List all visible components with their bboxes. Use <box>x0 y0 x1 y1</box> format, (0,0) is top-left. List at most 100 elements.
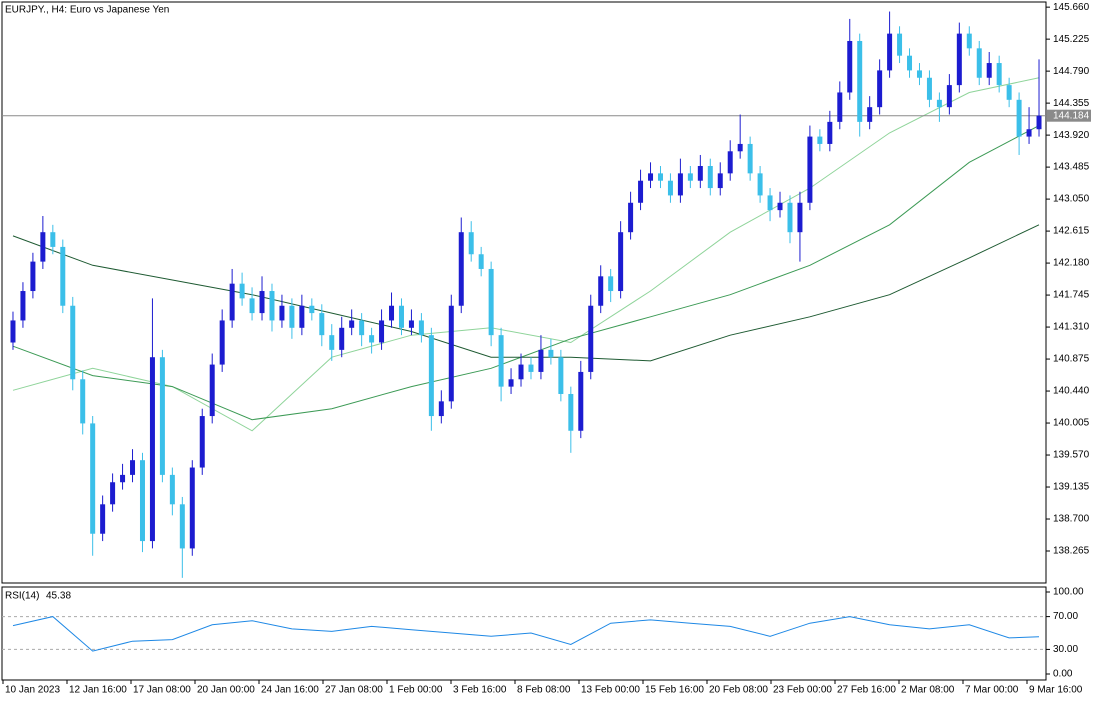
candle-body <box>80 379 86 424</box>
candle-body <box>488 268 494 336</box>
candle-body <box>727 151 733 174</box>
candle-body <box>349 320 355 328</box>
candle-body <box>209 364 215 417</box>
candle-body <box>687 173 693 181</box>
y-tick-label: 138.265 <box>1053 546 1090 557</box>
candle-body <box>837 92 843 122</box>
y-tick-label: 143.050 <box>1053 194 1090 205</box>
candle-body <box>60 246 66 306</box>
y-tick-label: 144.790 <box>1053 66 1090 77</box>
candle-body <box>229 283 235 321</box>
candle-body <box>70 305 76 380</box>
candle-body <box>598 276 604 306</box>
candle-body <box>996 63 1002 86</box>
candle-body <box>428 335 434 417</box>
candle-body <box>936 99 942 108</box>
y-tick-label: 145.660 <box>1053 2 1090 13</box>
x-tick-label: 12 Jan 16:00 <box>69 685 127 696</box>
rsi-frame <box>1 586 1047 681</box>
x-tick-label: 23 Feb 00:00 <box>773 685 832 696</box>
y-tick-label: 30.00 <box>1053 644 1078 655</box>
rsi-title: RSI(14) <box>5 591 39 602</box>
candle-body <box>946 85 952 108</box>
candle-body <box>90 423 96 534</box>
x-tick-label: 27 Jan 08:00 <box>325 685 383 696</box>
candle-body <box>309 305 315 314</box>
candle-body <box>369 335 375 343</box>
x-tick-label: 24 Jan 16:00 <box>261 685 319 696</box>
candle-body <box>498 335 504 387</box>
y-tick-label: 139.570 <box>1053 450 1090 461</box>
candle-body <box>199 416 205 468</box>
candle-body <box>329 335 335 350</box>
candle-body <box>239 283 245 299</box>
candle-body <box>279 305 285 321</box>
candle-body <box>458 232 464 306</box>
candle-body <box>867 107 873 122</box>
candle-body <box>389 305 395 321</box>
candle-body <box>20 291 26 321</box>
candle-body <box>618 232 624 292</box>
candle-body <box>777 202 783 211</box>
candle-body <box>717 173 723 189</box>
candle-body <box>379 320 385 343</box>
current-price-label: 144.184 <box>1053 110 1090 121</box>
y-tick-label: 140.005 <box>1053 418 1090 429</box>
candle-body <box>1036 115 1042 130</box>
candle-body <box>956 33 962 86</box>
candle-body <box>478 254 484 269</box>
y-tick-label: 145.225 <box>1053 34 1090 45</box>
candle-body <box>767 195 773 211</box>
candle-body <box>697 166 703 181</box>
candle-body <box>847 40 853 93</box>
candle-body <box>638 180 644 203</box>
candle-body <box>1026 129 1032 137</box>
candle-body <box>289 305 295 328</box>
x-tick-label: 15 Feb 16:00 <box>645 685 704 696</box>
y-tick-label: 143.920 <box>1053 130 1090 141</box>
y-tick-label: 142.615 <box>1053 226 1090 237</box>
candle-body <box>1006 85 1012 100</box>
candle-body <box>648 173 654 181</box>
candle-body <box>120 474 126 483</box>
candle-body <box>359 320 365 336</box>
x-tick-label: 1 Feb 00:00 <box>389 685 443 696</box>
series-line <box>12 616 1040 652</box>
candle-body <box>438 401 444 417</box>
y-tick-label: 142.180 <box>1053 258 1090 269</box>
candle-body <box>588 305 594 372</box>
series-line <box>12 224 1040 362</box>
candle-body <box>608 276 614 292</box>
candle-body <box>398 305 404 328</box>
candle-body <box>40 232 46 262</box>
candle-body <box>100 504 106 534</box>
candle-body <box>966 33 972 49</box>
x-tick-label: 27 Feb 16:00 <box>837 685 896 696</box>
candle-body <box>797 202 803 233</box>
candle-body <box>857 40 863 122</box>
candle-body <box>877 70 883 108</box>
candle-body <box>757 173 763 196</box>
candle-body <box>468 232 474 255</box>
candle-body <box>149 357 155 542</box>
candle-body <box>139 460 145 542</box>
candle-body <box>657 173 663 181</box>
y-tick-label: 141.310 <box>1053 322 1090 333</box>
series-line <box>12 77 1040 432</box>
x-tick-label: 2 Mar 08:00 <box>901 685 955 696</box>
x-tick-label: 7 Mar 00:00 <box>965 685 1019 696</box>
y-tick-label: 100.00 <box>1053 587 1084 598</box>
candle-body <box>926 77 932 100</box>
candle-body <box>827 121 833 144</box>
candle-body <box>528 364 534 372</box>
y-tick-label: 70.00 <box>1053 611 1078 622</box>
x-tick-label: 20 Feb 08:00 <box>709 685 768 696</box>
candle-body <box>518 364 524 380</box>
candle-body <box>568 393 574 431</box>
candle-body <box>707 166 713 189</box>
candle-body <box>10 320 16 343</box>
candle-body <box>339 327 345 350</box>
candle-body <box>219 320 225 365</box>
candle-body <box>578 371 584 431</box>
